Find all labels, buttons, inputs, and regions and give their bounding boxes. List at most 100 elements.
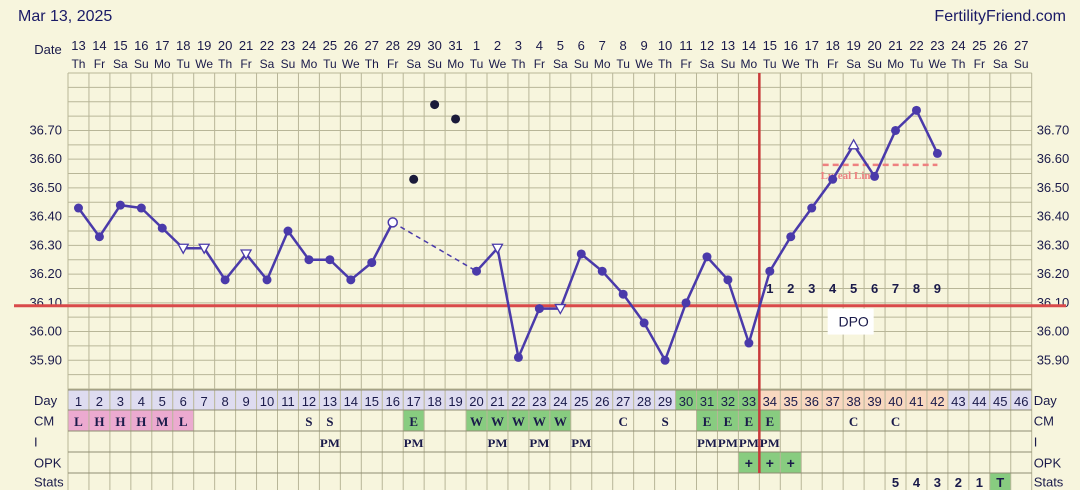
date-label: 16	[134, 38, 148, 53]
y-tick-left: 36.20	[29, 266, 62, 281]
cycle-day: 18	[427, 394, 441, 409]
y-tick-right: 36.10	[1037, 295, 1070, 310]
day-cell	[151, 390, 173, 410]
cm-cell	[738, 410, 760, 431]
cm-cell	[507, 410, 529, 431]
temp-line	[810, 178, 834, 209]
y-tick-left: 35.90	[29, 352, 62, 367]
weekday-label: Th	[71, 57, 85, 71]
weekday-label: We	[342, 57, 360, 71]
cycle-day: 37	[825, 394, 839, 409]
cm-value: W	[491, 414, 504, 429]
weekday-label: Su	[574, 57, 589, 71]
temp-point	[723, 275, 733, 285]
day-cell	[717, 390, 739, 410]
temp-point	[94, 232, 104, 242]
temp-point	[744, 338, 754, 348]
date-label: 10	[658, 38, 672, 53]
day-cell	[822, 390, 844, 410]
temp-line	[140, 207, 164, 230]
temp-line	[517, 308, 541, 358]
day-cell	[612, 390, 634, 410]
weekday-label: Fr	[974, 57, 985, 71]
date-label: 26	[993, 38, 1007, 53]
date-label: 19	[197, 38, 211, 53]
temp-point	[283, 226, 293, 236]
date-label: 14	[92, 38, 106, 53]
stats-value: 4	[913, 475, 921, 490]
weekday-label: Tu	[910, 57, 924, 71]
y-tick-right: 36.60	[1037, 151, 1070, 166]
excluded-temp-point	[430, 100, 440, 110]
day-cell	[843, 390, 865, 410]
weekday-label: We	[195, 57, 213, 71]
temp-point	[911, 105, 921, 115]
temp-point	[513, 352, 523, 362]
cycle-day: 46	[1014, 394, 1028, 409]
date-label: 25	[323, 38, 337, 53]
cycle-day: 32	[721, 394, 735, 409]
intercourse-value: PM	[739, 436, 759, 450]
cm-value: E	[765, 414, 774, 429]
cm-value: C	[618, 414, 627, 429]
cm-value: W	[533, 414, 546, 429]
cm-value: E	[724, 414, 733, 429]
temp-line	[831, 144, 855, 180]
y-tick-right: 36.20	[1037, 266, 1070, 281]
cycle-day: 25	[574, 394, 588, 409]
weekday-label: Tu	[323, 57, 337, 71]
cm-cell	[466, 410, 487, 431]
day-cell	[906, 390, 927, 410]
row-label-i: I	[34, 435, 38, 450]
date-label: 26	[344, 38, 358, 53]
date-label: 1	[473, 38, 480, 53]
dpo-label: DPO	[838, 314, 868, 330]
cm-value: C	[891, 414, 900, 429]
cycle-day: 42	[930, 394, 944, 409]
cycle-day: 14	[344, 394, 358, 409]
date-label: 30	[427, 38, 441, 53]
temp-point	[618, 289, 628, 299]
y-tick-right: 35.90	[1037, 352, 1070, 367]
weekday-label: Fr	[534, 57, 545, 71]
date-label: 17	[155, 38, 169, 53]
weekday-label: Mo	[887, 57, 904, 71]
weekday-label: Th	[218, 57, 232, 71]
day-cell	[633, 390, 655, 410]
temp-point	[870, 171, 880, 181]
day-cell	[654, 390, 676, 410]
date-label: 15	[763, 38, 777, 53]
weekday-label: Su	[721, 57, 736, 71]
day-cell	[382, 390, 404, 410]
cycle-day: 28	[637, 394, 651, 409]
y-tick-left: 36.70	[29, 122, 62, 137]
cycle-day: 45	[993, 394, 1007, 409]
temp-line	[601, 270, 625, 296]
day-cell	[738, 390, 760, 410]
temp-line-gap	[392, 221, 477, 272]
weekday-label: We	[929, 57, 947, 71]
brand-name: FertilityFriend.com	[934, 8, 1066, 25]
day-cell	[214, 390, 236, 410]
day-cell	[193, 390, 215, 410]
cycle-day: 15	[365, 394, 379, 409]
day-cell	[487, 390, 508, 410]
cycle-day: 30	[679, 394, 693, 409]
y-tick-left: 36.50	[29, 180, 62, 195]
cycle-day: 43	[951, 394, 965, 409]
temp-point	[157, 223, 167, 233]
temp-point	[681, 298, 691, 308]
temp-line	[203, 247, 227, 281]
cm-value: M	[156, 414, 168, 429]
cm-cell	[696, 410, 718, 431]
date-label: 28	[385, 38, 399, 53]
date-label: 6	[578, 38, 585, 53]
stats-value: 1	[976, 475, 983, 490]
day-cell	[989, 390, 1011, 410]
weekday-label: Th	[365, 57, 379, 71]
weekday-label: Su	[427, 57, 442, 71]
day-cell	[968, 390, 990, 410]
cycle-day: 34	[763, 394, 777, 409]
date-label: 18	[825, 38, 839, 53]
y-tick-right: 36.00	[1037, 324, 1070, 339]
